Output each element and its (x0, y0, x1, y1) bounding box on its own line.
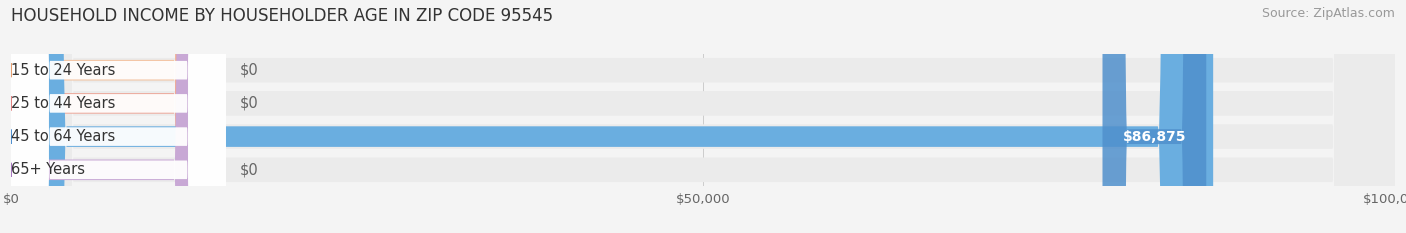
Text: $0: $0 (239, 96, 259, 111)
FancyBboxPatch shape (11, 0, 226, 233)
FancyBboxPatch shape (11, 0, 208, 233)
FancyBboxPatch shape (1102, 0, 1206, 233)
Text: Source: ZipAtlas.com: Source: ZipAtlas.com (1261, 7, 1395, 20)
Text: 25 to 44 Years: 25 to 44 Years (11, 96, 115, 111)
FancyBboxPatch shape (11, 0, 1395, 233)
FancyBboxPatch shape (11, 0, 226, 233)
Text: HOUSEHOLD INCOME BY HOUSEHOLDER AGE IN ZIP CODE 95545: HOUSEHOLD INCOME BY HOUSEHOLDER AGE IN Z… (11, 7, 554, 25)
Text: 15 to 24 Years: 15 to 24 Years (11, 63, 115, 78)
FancyBboxPatch shape (11, 0, 1213, 233)
Text: 45 to 64 Years: 45 to 64 Years (11, 129, 115, 144)
FancyBboxPatch shape (11, 0, 1395, 233)
Text: $86,875: $86,875 (1122, 130, 1187, 144)
Text: $0: $0 (239, 63, 259, 78)
Text: 65+ Years: 65+ Years (11, 162, 86, 177)
Text: $0: $0 (239, 162, 259, 177)
FancyBboxPatch shape (11, 0, 226, 233)
FancyBboxPatch shape (11, 0, 208, 233)
FancyBboxPatch shape (11, 0, 226, 233)
FancyBboxPatch shape (11, 0, 1395, 233)
FancyBboxPatch shape (11, 0, 1395, 233)
FancyBboxPatch shape (11, 0, 208, 233)
